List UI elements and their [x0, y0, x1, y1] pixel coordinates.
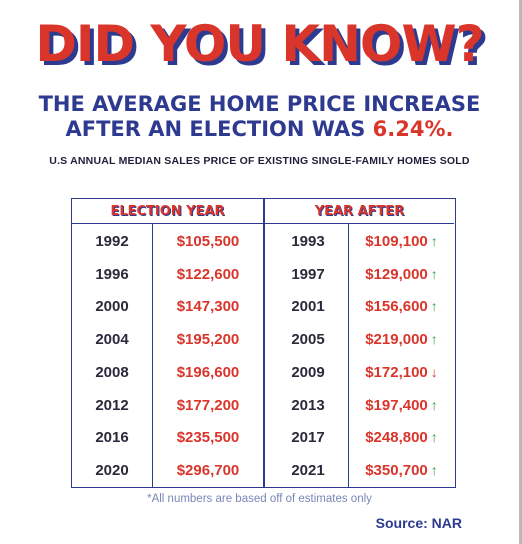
arrow-up-icon: ↑ [430, 298, 438, 315]
year-after-cell: 2017 [291, 429, 325, 447]
footnote: *All numbers are based off of estimates … [147, 493, 372, 505]
table-caption: U.S ANNUAL MEDIAN SALES PRICE OF EXISTIN… [49, 155, 470, 167]
after-price-cell: $109,100 ↑ [349, 225, 454, 259]
subhead-line-2: AFTER AN ELECTION WAS 6.24%. [0, 117, 519, 142]
after-price-value: $129,000 [365, 265, 428, 283]
election-year-cell: 2020 [95, 461, 129, 479]
subhead-line-1: THE AVERAGE HOME PRICE INCREASE [38, 92, 481, 116]
after-price-cell: $197,400 ↑ [349, 389, 454, 423]
table-row: 2020 $296,700 2021 $350,700 ↑ [72, 454, 454, 488]
table-row: 1996 $122,600 1997 $129,000 ↑ [72, 258, 454, 292]
arrow-up-icon: ↑ [430, 265, 438, 282]
after-price-value: $350,700 [365, 461, 428, 479]
election-price-cell: $235,500 [176, 429, 240, 447]
after-price-value: $156,600 [365, 298, 428, 316]
after-price-value: $248,800 [365, 429, 428, 447]
after-price-cell: $156,600 ↑ [349, 290, 454, 324]
subhead: THE AVERAGE HOME PRICE INCREASE AFTER AN… [0, 92, 519, 142]
page-edge [519, 0, 522, 544]
subhead-line-2-text: AFTER AN ELECTION WAS [65, 117, 373, 141]
year-after-cell: 2021 [291, 461, 325, 479]
election-year-cell: 1996 [95, 265, 129, 283]
year-after-cell: 2005 [291, 331, 325, 349]
election-year-cell: 2000 [95, 298, 129, 316]
table-row: 2012 $177,200 2013 $197,400 ↑ [72, 389, 454, 423]
election-price-cell: $196,600 [176, 363, 240, 381]
after-price-cell: $219,000 ↑ [349, 323, 454, 357]
left-column-divider [152, 224, 153, 487]
election-price-cell: $296,700 [176, 461, 240, 479]
arrow-down-icon: ↓ [430, 363, 438, 380]
table-row: 2004 $195,200 2005 $219,000 ↑ [72, 323, 454, 357]
arrow-up-icon: ↑ [430, 396, 438, 413]
year-after-cell: 1997 [291, 265, 325, 283]
year-after-cell: 1993 [291, 233, 325, 250]
center-divider [263, 199, 265, 487]
header-year-after: YEAR AFTER [314, 204, 405, 219]
election-price-cell: $195,200 [176, 331, 240, 349]
source-credit: Source: NAR [375, 515, 462, 531]
price-table: ELECTION YEAR YEAR AFTER 1992 $105,500 199… [71, 198, 456, 488]
table-row: 2000 $147,300 2001 $156,600 ↑ [72, 290, 454, 324]
election-price-cell: $147,300 [176, 298, 240, 316]
after-price-cell: $129,000 ↑ [349, 258, 454, 292]
arrow-up-icon: ↑ [430, 429, 438, 446]
election-price-cell: $177,200 [176, 396, 240, 414]
election-year-cell: 1992 [95, 233, 129, 250]
election-year-cell: 2008 [95, 363, 129, 381]
election-price-cell: $105,500 [176, 233, 240, 250]
after-price-value: $219,000 [365, 331, 428, 349]
after-price-value: $109,100 [365, 233, 428, 250]
arrow-up-icon: ↑ [430, 233, 438, 249]
after-price-value: $172,100 [365, 363, 428, 381]
headline: DID YOU KNOW? [35, 15, 484, 73]
table-row: 2016 $235,500 2017 $248,800 ↑ [72, 421, 454, 455]
after-price-cell: $350,700 ↑ [349, 454, 454, 488]
after-price-cell: $248,800 ↑ [349, 421, 454, 455]
election-year-cell: 2004 [95, 331, 129, 349]
after-price-value: $197,400 [365, 396, 428, 414]
after-price-cell: $172,100 ↓ [349, 356, 454, 390]
arrow-up-icon: ↑ [430, 331, 438, 348]
arrow-up-icon: ↑ [430, 461, 438, 478]
increase-percentage: 6.24%. [372, 117, 454, 141]
year-after-cell: 2013 [291, 396, 325, 414]
table-row: 1992 $105,500 1993 $109,100 ↑ [72, 225, 454, 259]
election-price-cell: $122,600 [176, 265, 240, 283]
header-election-year: ELECTION YEAR [110, 204, 225, 219]
right-column-divider [348, 224, 349, 487]
year-after-cell: 2009 [291, 363, 325, 381]
election-year-cell: 2012 [95, 396, 129, 414]
year-after-cell: 2001 [291, 298, 325, 316]
table-row: 2008 $196,600 2009 $172,100 ↓ [72, 356, 454, 390]
election-year-cell: 2016 [95, 429, 129, 447]
